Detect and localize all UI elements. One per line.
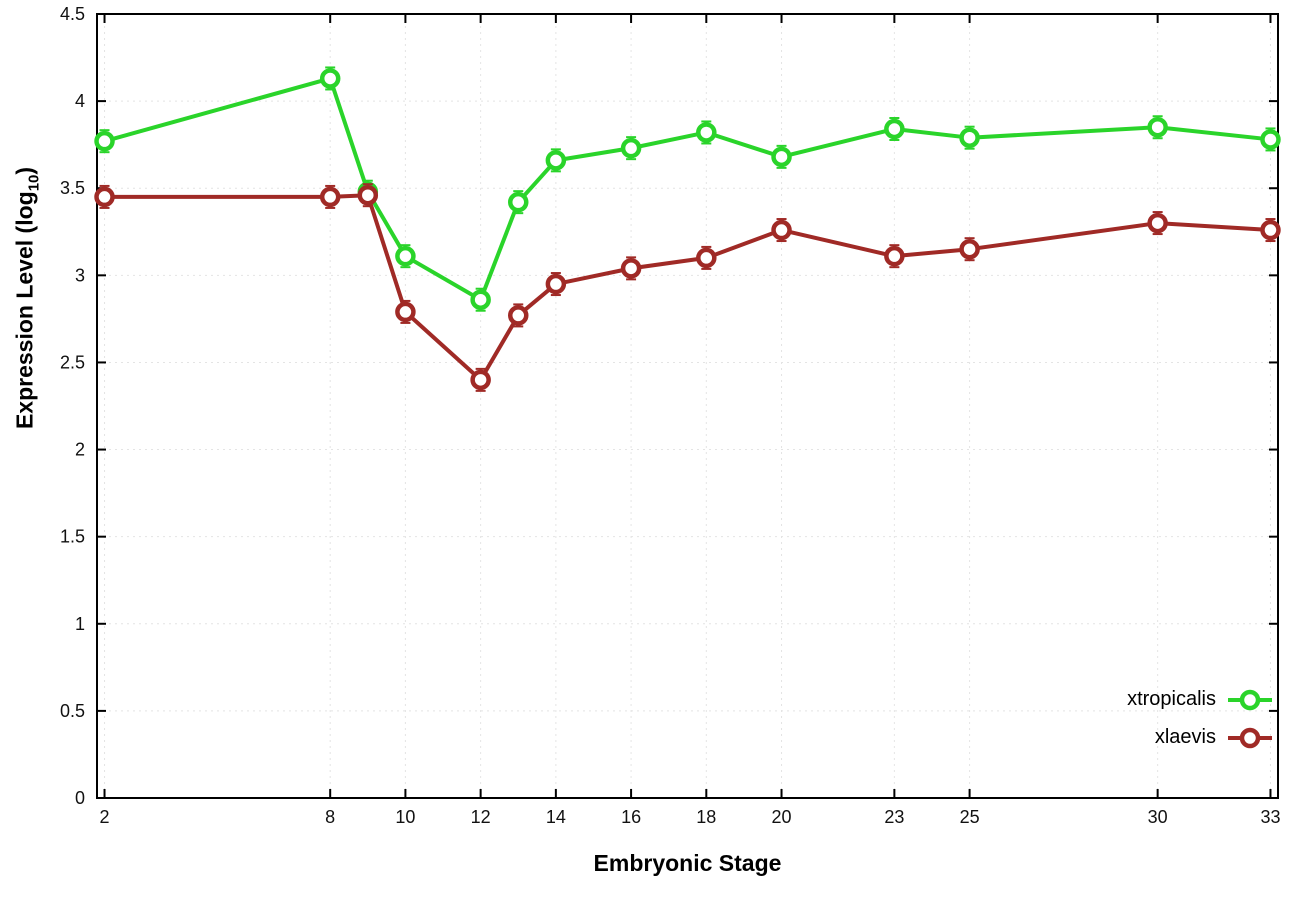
svg-text:23: 23 <box>884 807 904 827</box>
svg-text:2: 2 <box>75 440 85 460</box>
svg-text:16: 16 <box>621 807 641 827</box>
svg-text:8: 8 <box>325 807 335 827</box>
svg-text:1: 1 <box>75 614 85 634</box>
svg-text:0: 0 <box>75 788 85 808</box>
svg-text:3: 3 <box>75 265 85 285</box>
y-axis-title-close: ) <box>11 166 38 175</box>
legend-marker-xlaevis <box>1228 727 1272 748</box>
svg-text:20: 20 <box>772 807 792 827</box>
legend-item-xlaevis: xlaevis <box>1127 723 1274 752</box>
legend-label-xtropicalis: xtropicalis <box>1127 688 1216 710</box>
svg-text:3.5: 3.5 <box>60 178 85 198</box>
legend-marker-xtropicalis <box>1228 689 1272 710</box>
x-axis-title: Embryonic Stage <box>593 850 782 876</box>
svg-text:0.5: 0.5 <box>60 701 85 721</box>
legend-item-xtropicalis: xtropicalis <box>1127 685 1274 714</box>
svg-text:33: 33 <box>1260 807 1280 827</box>
svg-text:1.5: 1.5 <box>60 527 85 547</box>
svg-text:4: 4 <box>75 91 85 111</box>
svg-text:2.5: 2.5 <box>60 352 85 372</box>
svg-text:2: 2 <box>100 807 110 827</box>
svg-text:30: 30 <box>1148 807 1168 827</box>
svg-text:10: 10 <box>395 807 415 827</box>
y-axis-title-text: Expression Level (log <box>11 191 38 430</box>
svg-text:4.5: 4.5 <box>60 4 85 24</box>
y-axis-title-subscript: 10 <box>25 174 43 192</box>
svg-text:18: 18 <box>696 807 716 827</box>
legend-label-xlaevis: xlaevis <box>1154 726 1216 748</box>
svg-text:25: 25 <box>960 807 980 827</box>
legend: xtropicalis xlaevis <box>1127 685 1274 752</box>
y-axis-title: Expression Level (log10) <box>12 167 43 429</box>
svg-text:12: 12 <box>471 807 491 827</box>
svg-text:14: 14 <box>546 807 566 827</box>
